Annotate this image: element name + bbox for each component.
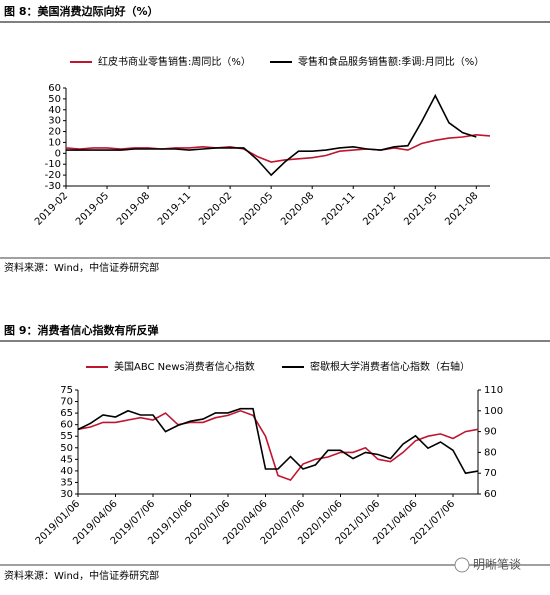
- y2-tick-label: 100: [484, 406, 503, 417]
- x-tick-label: 2020-08: [279, 190, 316, 227]
- x-tick-label: 2021-02: [361, 190, 398, 227]
- y-tick-label: 50: [60, 443, 73, 454]
- y-tick-label: -20: [45, 170, 61, 181]
- x-tick-label: 2020-02: [197, 190, 234, 227]
- y-tick-label: -10: [45, 159, 61, 170]
- y-tick-label: 60: [60, 420, 73, 431]
- y2-tick-label: 80: [484, 447, 497, 458]
- legend-label: 零售和食品服务销售额:季调:月同比（%）: [298, 55, 484, 68]
- y-tick-label: 20: [48, 127, 61, 138]
- y2-tick-label: 70: [484, 468, 497, 479]
- y-tick-label: 10: [48, 137, 61, 148]
- y-tick-label: 60: [48, 83, 61, 94]
- source-note: 资料来源：Wind，中信证券研究部: [4, 569, 159, 582]
- x-tick-label: 2019-05: [74, 190, 111, 227]
- legend-label: 美国ABC News消费者信心指数: [114, 360, 255, 373]
- figure-caption: 图 9：消费者信心指数有所反弹: [4, 323, 158, 337]
- y-tick-label: 0: [55, 148, 61, 159]
- legend-label: 密歇根大学消费者信心指数（右轴）: [310, 360, 470, 373]
- y2-tick-label: 60: [484, 489, 497, 500]
- series-line: [77, 407, 479, 475]
- series-line: [65, 133, 491, 163]
- legend-label: 红皮书商业零售销售:周同比（%）: [98, 55, 251, 68]
- watermark-icon: [454, 557, 470, 573]
- series-line: [66, 93, 477, 177]
- y-tick-label: -30: [45, 181, 61, 192]
- y-tick-label: 35: [60, 477, 73, 488]
- x-tick-label: 2021-08: [443, 190, 480, 227]
- y-tick-label: 65: [60, 408, 73, 419]
- y-tick-label: 40: [60, 466, 73, 477]
- y-tick-label: 50: [48, 94, 61, 105]
- x-tick-label: 2019-11: [156, 190, 193, 227]
- y-tick-label: 45: [60, 454, 73, 465]
- y-tick-label: 40: [48, 105, 61, 116]
- watermark: 明晰笔谈: [473, 557, 521, 572]
- y2-tick-label: 90: [484, 427, 497, 438]
- x-tick-label: 2019-02: [33, 190, 70, 227]
- y-tick-label: 30: [60, 489, 73, 500]
- y-tick-label: 70: [60, 397, 73, 408]
- source-note: 资料来源：Wind，中信证券研究部: [4, 261, 159, 274]
- series-line: [77, 409, 479, 482]
- figure-caption: 图 8：美国消费边际向好（%）: [4, 4, 159, 18]
- y2-tick-label: 110: [484, 385, 503, 396]
- x-tick-label: 2020-11: [320, 190, 357, 227]
- y-tick-label: 30: [48, 116, 61, 127]
- y-tick-label: 75: [60, 385, 73, 396]
- x-tick-label: 2020-05: [238, 190, 275, 227]
- x-tick-label: 2019-08: [115, 190, 152, 227]
- y-tick-label: 55: [60, 431, 73, 442]
- x-tick-label: 2021-05: [402, 190, 439, 227]
